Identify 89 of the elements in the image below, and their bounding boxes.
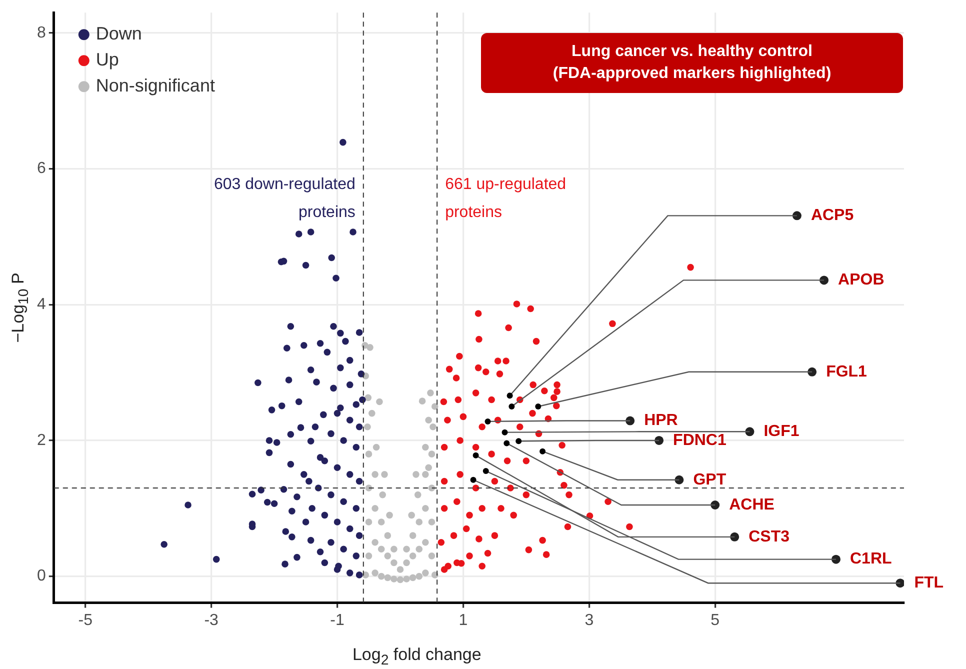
point bbox=[428, 518, 436, 526]
point bbox=[427, 390, 434, 396]
annotation: GPT bbox=[693, 471, 726, 488]
point bbox=[425, 416, 432, 424]
point bbox=[416, 518, 423, 526]
point bbox=[364, 394, 372, 402]
point bbox=[384, 532, 392, 539]
point bbox=[428, 552, 436, 560]
point bbox=[368, 410, 376, 417]
point bbox=[365, 552, 372, 560]
point bbox=[654, 436, 664, 445]
y-tick-label: 2 bbox=[36, 432, 46, 449]
point bbox=[422, 471, 429, 478]
point bbox=[422, 570, 429, 576]
point bbox=[710, 500, 720, 510]
point bbox=[376, 398, 383, 406]
annotation: IGF1 bbox=[764, 423, 800, 440]
point bbox=[379, 491, 386, 498]
x-tick-label: -5 bbox=[78, 612, 93, 629]
x-tick-label: -3 bbox=[204, 612, 219, 629]
y-tick-label: 0 bbox=[36, 568, 46, 585]
point bbox=[674, 475, 684, 484]
point bbox=[378, 572, 385, 580]
text: Lung cancer vs. healthy control (FDA-approved markers highlighted) bbox=[552, 42, 832, 84]
point bbox=[428, 450, 436, 458]
point bbox=[422, 538, 429, 546]
point bbox=[416, 546, 423, 553]
legend-label: Up bbox=[96, 50, 119, 70]
x-tick-label: 3 bbox=[584, 612, 594, 629]
point bbox=[430, 423, 436, 430]
point bbox=[403, 546, 410, 553]
point bbox=[418, 398, 426, 404]
point bbox=[412, 471, 420, 478]
point bbox=[372, 504, 378, 512]
point bbox=[416, 572, 423, 580]
legend-label: Down bbox=[96, 24, 142, 44]
point bbox=[396, 566, 404, 573]
point bbox=[384, 574, 392, 582]
point bbox=[365, 518, 372, 526]
point bbox=[409, 574, 416, 582]
ref-line-label: 661 up-regulated proteins bbox=[445, 176, 566, 222]
annotation: FDNC1 bbox=[673, 432, 726, 449]
point bbox=[409, 552, 416, 560]
point bbox=[378, 546, 385, 553]
point bbox=[414, 491, 422, 498]
point bbox=[425, 464, 432, 472]
x-tick-label: -1 bbox=[330, 612, 344, 629]
point bbox=[808, 367, 817, 376]
ref-line-label: 603 down-regulated proteins bbox=[214, 176, 356, 222]
point bbox=[364, 423, 371, 430]
x-tick-label: 1 bbox=[458, 612, 468, 629]
point bbox=[366, 344, 374, 351]
point bbox=[422, 444, 429, 451]
point bbox=[372, 471, 378, 478]
annotation: CST3 bbox=[748, 528, 790, 546]
point bbox=[409, 532, 416, 539]
annotation: ACHE bbox=[729, 496, 775, 514]
point bbox=[386, 512, 393, 519]
x-tick-label: 5 bbox=[710, 612, 720, 629]
point bbox=[408, 512, 415, 519]
point bbox=[431, 403, 438, 410]
y-tick-label: 8 bbox=[36, 24, 46, 42]
annotation: FGL1 bbox=[826, 363, 868, 380]
point bbox=[390, 546, 398, 553]
point bbox=[422, 504, 429, 512]
point bbox=[396, 576, 404, 584]
point bbox=[390, 576, 398, 582]
annotation: FTL bbox=[914, 574, 944, 592]
y-tick-label: 6 bbox=[36, 160, 46, 178]
point bbox=[381, 471, 388, 478]
annotation: C1RL bbox=[850, 550, 892, 568]
point bbox=[384, 552, 392, 560]
point bbox=[390, 559, 398, 566]
legend-label: Non-significant bbox=[96, 76, 215, 96]
point bbox=[730, 532, 740, 542]
annotation: ACP5 bbox=[810, 207, 854, 224]
point bbox=[378, 518, 385, 526]
point bbox=[372, 538, 378, 546]
point bbox=[896, 578, 904, 588]
point bbox=[403, 576, 410, 582]
y-tick-label: 4 bbox=[36, 296, 46, 314]
annotation: HPR bbox=[644, 412, 678, 430]
x-axis-title: Log$_{2}$ fold change bbox=[352, 645, 482, 668]
point bbox=[403, 559, 410, 566]
point bbox=[372, 444, 380, 451]
point bbox=[365, 450, 372, 458]
point bbox=[372, 570, 378, 576]
point bbox=[745, 427, 754, 436]
annotation: APOB bbox=[838, 272, 884, 289]
